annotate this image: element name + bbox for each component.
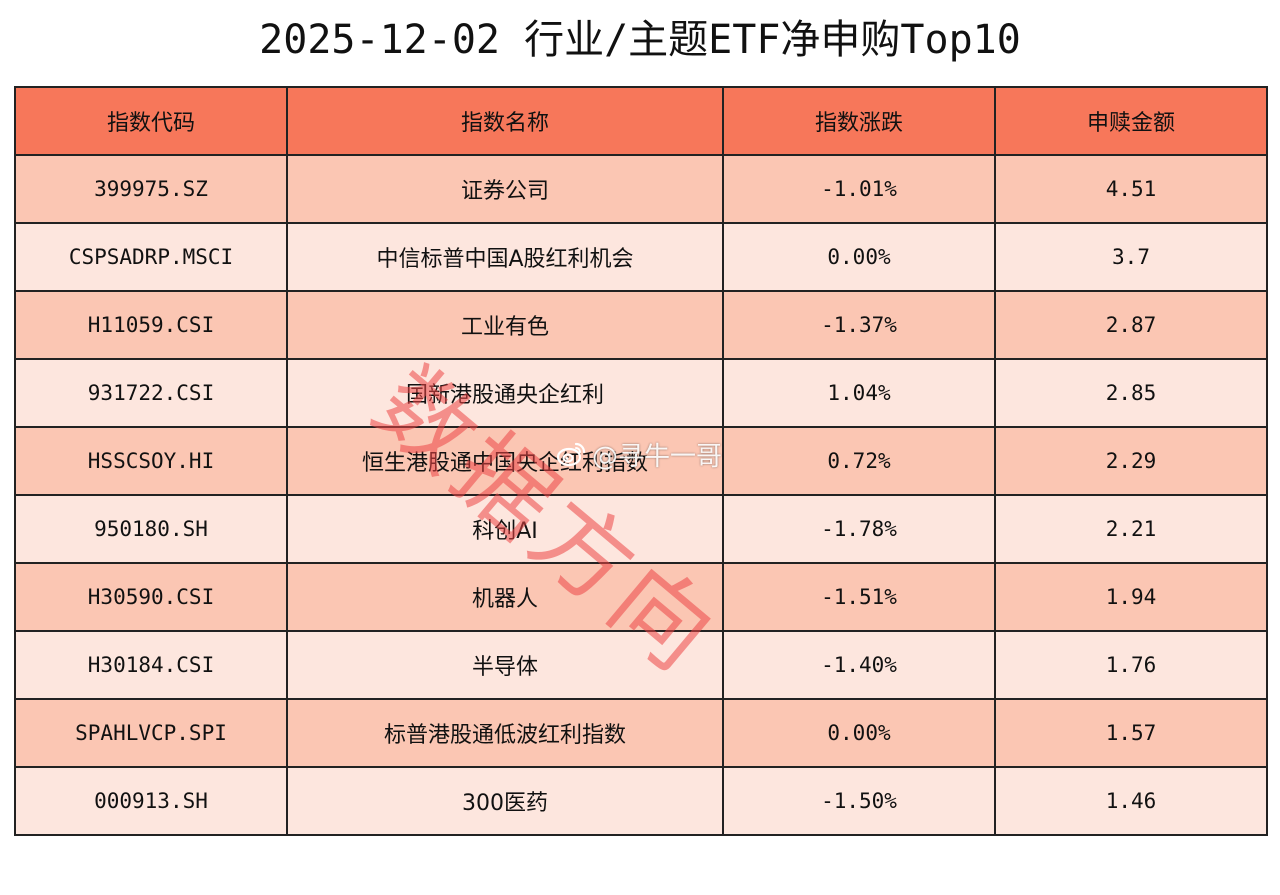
cell-code: H11059.CSI: [14, 290, 288, 360]
cell-code: 000913.SH: [14, 766, 288, 836]
cell-amount: 1.94: [994, 562, 1268, 632]
cell-code: 931722.CSI: [14, 358, 288, 428]
cell-amount: 1.57: [994, 698, 1268, 768]
cell-name: 300医药: [286, 766, 724, 836]
cell-name: 科创AI: [286, 494, 724, 564]
cell-code: CSPSADRP.MSCI: [14, 222, 288, 292]
cell-change: 0.00%: [722, 222, 996, 292]
column-header-name: 指数名称: [286, 86, 724, 156]
cell-amount: 1.46: [994, 766, 1268, 836]
table-row: H30184.CSI 半导体 -1.40% 1.76: [14, 630, 1268, 700]
cell-change: 0.72%: [722, 426, 996, 496]
cell-amount: 2.21: [994, 494, 1268, 564]
cell-name: 证券公司: [286, 154, 724, 224]
cell-code: H30184.CSI: [14, 630, 288, 700]
cell-change: -1.50%: [722, 766, 996, 836]
page-title: 2025-12-02 行业/主题ETF净申购Top10: [259, 17, 1021, 63]
cell-amount: 2.87: [994, 290, 1268, 360]
table-row: 399975.SZ 证券公司 -1.01% 4.51: [14, 154, 1268, 224]
table-row: CSPSADRP.MSCI 中信标普中国A股红利机会 0.00% 3.7: [14, 222, 1268, 292]
table-row: 950180.SH 科创AI -1.78% 2.21: [14, 494, 1268, 564]
cell-name: 半导体: [286, 630, 724, 700]
cell-change: -1.01%: [722, 154, 996, 224]
cell-name: 机器人: [286, 562, 724, 632]
cell-change: -1.40%: [722, 630, 996, 700]
cell-name: 工业有色: [286, 290, 724, 360]
table-row: SPAHLVCP.SPI 标普港股通低波红利指数 0.00% 1.57: [14, 698, 1268, 768]
cell-code: HSSCSOY.HI: [14, 426, 288, 496]
cell-amount: 2.29: [994, 426, 1268, 496]
table-row: H30590.CSI 机器人 -1.51% 1.94: [14, 562, 1268, 632]
table-row: 931722.CSI 国新港股通央企红利 1.04% 2.85: [14, 358, 1268, 428]
cell-amount: 4.51: [994, 154, 1268, 224]
cell-code: SPAHLVCP.SPI: [14, 698, 288, 768]
etf-table: 指数代码 指数名称 指数涨跌 申赎金额 399975.SZ 证券公司 -1.01…: [14, 86, 1268, 836]
cell-name: 中信标普中国A股红利机会: [286, 222, 724, 292]
column-header-code: 指数代码: [14, 86, 288, 156]
table-row: H11059.CSI 工业有色 -1.37% 2.87: [14, 290, 1268, 360]
cell-change: 1.04%: [722, 358, 996, 428]
cell-code: 950180.SH: [14, 494, 288, 564]
table-header-row: 指数代码 指数名称 指数涨跌 申赎金额: [14, 86, 1268, 156]
table-row: HSSCSOY.HI 恒生港股通中国央企红利指数 0.72% 2.29: [14, 426, 1268, 496]
cell-change: -1.51%: [722, 562, 996, 632]
cell-amount: 3.7: [994, 222, 1268, 292]
cell-change: 0.00%: [722, 698, 996, 768]
cell-amount: 1.76: [994, 630, 1268, 700]
cell-name: 标普港股通低波红利指数: [286, 698, 724, 768]
cell-change: -1.78%: [722, 494, 996, 564]
cell-name: 恒生港股通中国央企红利指数: [286, 426, 724, 496]
table-row: 000913.SH 300医药 -1.50% 1.46: [14, 766, 1268, 836]
cell-amount: 2.85: [994, 358, 1268, 428]
column-header-change: 指数涨跌: [722, 86, 996, 156]
column-header-amount: 申赎金额: [994, 86, 1268, 156]
cell-code: 399975.SZ: [14, 154, 288, 224]
cell-code: H30590.CSI: [14, 562, 288, 632]
cell-change: -1.37%: [722, 290, 996, 360]
cell-name: 国新港股通央企红利: [286, 358, 724, 428]
